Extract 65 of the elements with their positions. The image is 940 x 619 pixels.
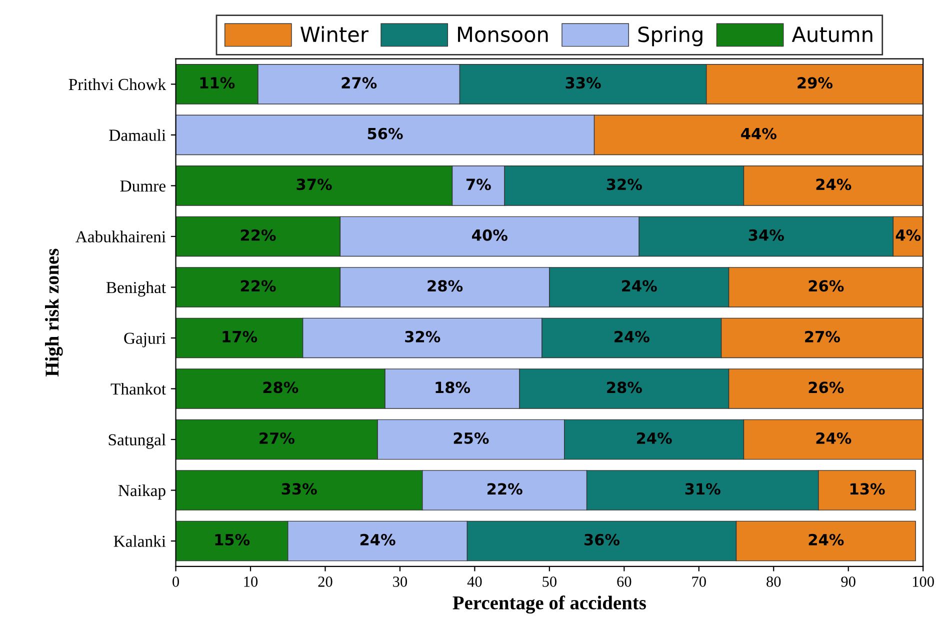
x-tick-label: 40 (467, 576, 482, 587)
x-tick-label: 90 (841, 576, 856, 587)
y-tick-label: Kalanki (114, 535, 166, 547)
data-label: 36% (584, 534, 620, 546)
data-label: 32% (405, 330, 440, 342)
data-label: 18% (436, 382, 470, 394)
x-tick-label: 70 (692, 576, 706, 587)
data-label: 24% (614, 330, 650, 342)
x-tick-label: 10 (244, 576, 258, 587)
x-tick-label: 0 (172, 576, 180, 587)
data-label: 22% (488, 483, 522, 495)
data-label: 24% (622, 280, 657, 292)
data-label: 33% (566, 77, 601, 89)
data-label: 15% (215, 534, 250, 546)
y-tick-label: Benighat (106, 281, 166, 297)
y-tick-label: Thankot (110, 382, 166, 395)
data-label: 17% (222, 330, 258, 342)
data-label: 28% (607, 382, 642, 394)
data-label: 34% (748, 229, 784, 241)
legend-label: Autumn (792, 26, 872, 42)
y-axis-title: High risk zones (45, 248, 63, 377)
data-label: 56% (368, 128, 403, 140)
data-label: 22% (240, 280, 276, 292)
x-tick-label: 100 (912, 576, 934, 587)
y-tick-label: Aabukhaireni (76, 230, 166, 242)
y-tick-label: Damauli (109, 129, 166, 141)
data-label: 37% (296, 178, 332, 190)
x-tick-label: 60 (617, 576, 632, 587)
data-label: 32% (606, 178, 642, 190)
data-label: 40% (472, 229, 508, 241)
x-tick-label: 80 (766, 576, 781, 587)
data-label: 25% (454, 432, 489, 444)
data-label: 24% (816, 432, 852, 444)
data-label: 29% (798, 77, 833, 89)
data-label: 13% (850, 483, 885, 495)
y-tick-label: Naikap (118, 484, 166, 500)
data-label: 28% (263, 382, 298, 394)
legend-label: Monsoon (458, 26, 548, 42)
data-label: 28% (428, 280, 463, 292)
x-axis-title: Percentage of accidents (452, 596, 646, 614)
data-label: 26% (808, 280, 844, 292)
data-label: 24% (816, 178, 852, 190)
y-tick-label: Satungal (108, 434, 166, 449)
data-label: 7% (466, 178, 491, 190)
y-tick-label: Gajuri (124, 332, 166, 348)
x-tick-label: 30 (393, 576, 408, 587)
y-tick-label: Prithvi Chowk (68, 78, 166, 90)
data-label: 22% (240, 229, 276, 241)
data-label: 26% (808, 382, 844, 394)
data-label: 4% (896, 229, 921, 241)
data-label: 24% (636, 432, 672, 444)
x-tick-label: 50 (542, 576, 556, 587)
y-tick-label: Dumre (120, 180, 166, 192)
x-tick-label: 20 (318, 576, 332, 587)
data-label: 27% (805, 330, 840, 342)
data-label: 11% (200, 77, 235, 89)
data-label: 44% (741, 128, 776, 140)
data-label: 31% (685, 483, 720, 495)
data-label: 24% (808, 534, 844, 546)
legend-label: Winter (300, 26, 368, 42)
data-label: 24% (360, 534, 396, 546)
data-label: 33% (282, 483, 317, 495)
data-label: 27% (260, 432, 294, 444)
legend-label: Spring (638, 26, 702, 46)
data-label: 27% (342, 77, 377, 89)
